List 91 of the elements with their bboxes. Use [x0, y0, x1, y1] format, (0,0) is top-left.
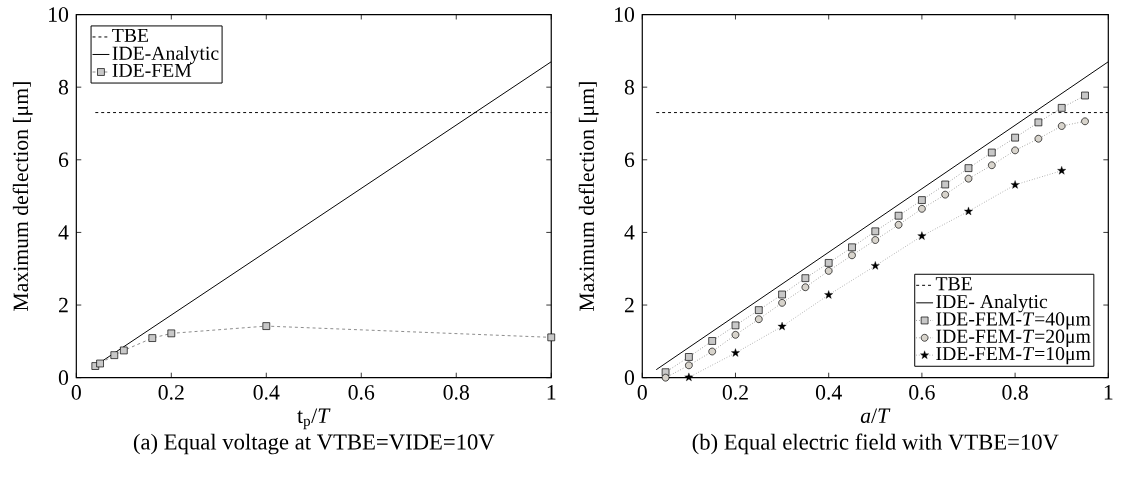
point [754, 306, 763, 314]
point [731, 348, 740, 357]
x-tick-label: 1 [547, 384, 556, 400]
point [684, 372, 694, 381]
point [848, 251, 856, 259]
point [824, 290, 834, 299]
point [824, 258, 833, 267]
point [964, 164, 973, 172]
point [894, 211, 903, 220]
x-tick-label: 0.8 [1002, 384, 1028, 400]
x-tick-label: 0 [71, 384, 81, 400]
point [778, 298, 786, 307]
point [987, 148, 996, 157]
x-tick-label: 0.4 [815, 384, 842, 400]
point [96, 359, 104, 368]
legend-label: IDE-FEM [112, 63, 192, 77]
y-tick-label: 2 [624, 297, 634, 312]
y-tick-label: 0 [58, 370, 69, 385]
point [754, 315, 763, 323]
point [871, 235, 880, 244]
text: (b) Equal electric field with VTBE=10V [692, 433, 1059, 455]
point [987, 161, 996, 169]
y-tick-label: 6 [624, 152, 635, 167]
point [1081, 117, 1089, 125]
x-tick-label: 0.6 [348, 384, 375, 400]
point [685, 352, 693, 361]
legend-label: IDE-FEM-T=40μm [936, 312, 1091, 330]
point [871, 227, 880, 235]
point [167, 329, 176, 337]
point [1057, 121, 1066, 130]
point [801, 283, 810, 291]
legend-label: TBE [935, 277, 972, 290]
point [917, 231, 927, 240]
point [1034, 118, 1043, 126]
point [547, 333, 556, 341]
point [731, 321, 740, 329]
y-tick-label: 10 [615, 6, 635, 22]
y-axis-title: Maximum deflection [μm] [578, 82, 599, 311]
text: (a) Equal voltage at VTBE=VIDE=10V [133, 433, 495, 455]
y-tick-label: 4 [58, 225, 69, 240]
x-tick-label: 0.6 [909, 384, 935, 400]
y-tick-label: 2 [59, 297, 68, 312]
point [918, 204, 926, 213]
point [708, 347, 716, 356]
y-tick-label: 10 [49, 6, 69, 22]
point [1081, 91, 1089, 100]
point [262, 322, 271, 330]
point [110, 351, 119, 359]
legend-label: TBE [112, 28, 149, 42]
point [1034, 134, 1043, 143]
x-tick-label: 0.2 [158, 384, 184, 400]
point [1011, 146, 1019, 154]
point [941, 180, 950, 189]
y-tick-label: 8 [624, 79, 635, 95]
x-axis-title: a/T [860, 408, 891, 423]
point [685, 361, 693, 369]
y-tick-label: 6 [58, 152, 69, 167]
x-tick-label: 1 [1104, 384, 1113, 400]
x-tick-label: 0.4 [253, 384, 280, 400]
point [778, 290, 786, 299]
legend-label: IDE-FEM-T=10μm [936, 346, 1091, 365]
x-tick-label: 0.8 [443, 384, 469, 400]
point [148, 334, 157, 342]
point [1011, 133, 1019, 142]
point [918, 196, 926, 204]
point [1057, 165, 1067, 175]
legend-label: IDE- Analytic [936, 294, 1048, 313]
point [964, 206, 973, 215]
y-tick-label: 8 [58, 79, 69, 95]
x-axis-title: t$_{p}$/T [297, 408, 331, 429]
x-tick-label: 0.2 [722, 384, 748, 400]
y-axis-title: Maximum deflection [μm] [12, 82, 33, 311]
point [801, 274, 810, 282]
point [777, 321, 787, 330]
point [894, 220, 903, 229]
point [120, 346, 128, 355]
y-tick-label: 0 [624, 370, 635, 385]
y-tick-label: 4 [624, 225, 635, 240]
point [941, 190, 950, 199]
point [824, 266, 833, 275]
point [870, 260, 880, 270]
point [731, 330, 740, 339]
legend-label: IDE-Analytic [112, 45, 219, 64]
x-tick-label: 0 [637, 384, 647, 400]
point [1010, 180, 1020, 189]
legend-label: IDE-FEM-T=20μm [936, 329, 1091, 347]
point [661, 373, 670, 382]
point [1057, 103, 1066, 112]
point [964, 174, 973, 183]
point [708, 336, 716, 345]
point [848, 243, 856, 251]
